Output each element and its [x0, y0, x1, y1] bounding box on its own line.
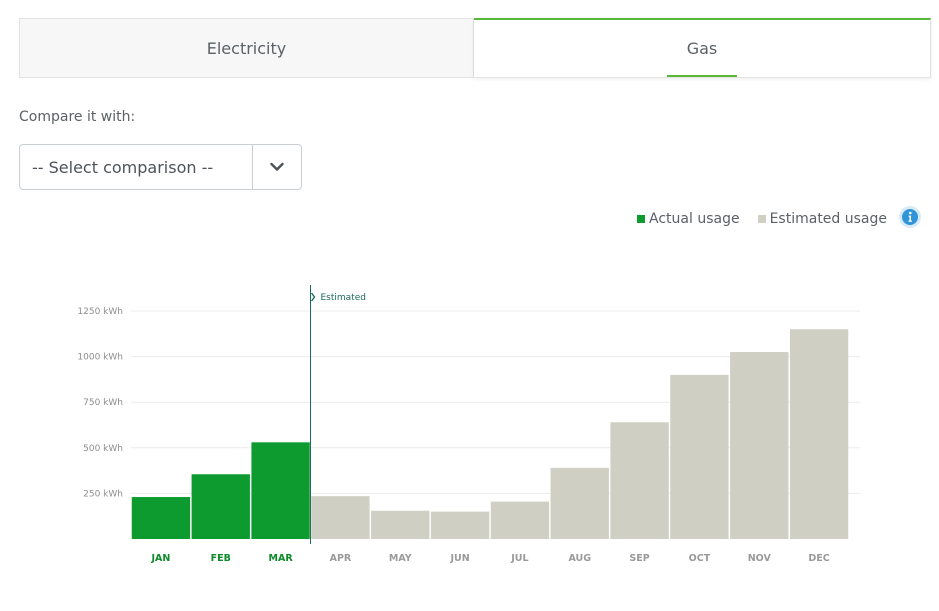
bar-sep	[610, 422, 669, 539]
x-tick-label: MAR	[269, 553, 294, 564]
legend-actual-label: Actual usage	[649, 211, 740, 227]
info-icon[interactable]	[898, 205, 922, 229]
bar-jan	[131, 497, 191, 539]
y-tick-label: 750 kWh	[83, 398, 123, 408]
tab-gas-label: Gas	[686, 39, 718, 58]
chart-legend: Actual usage Estimated usage	[619, 208, 887, 230]
bar-oct	[670, 374, 729, 539]
utility-tabs: Electricity Gas	[19, 18, 931, 78]
bar-dec	[789, 329, 849, 539]
x-tick-label: MAY	[389, 553, 412, 564]
x-tick-label: OCT	[689, 553, 711, 564]
legend-actual: Actual usage	[637, 211, 740, 227]
tab-gas[interactable]: Gas	[474, 18, 931, 78]
x-tick-label: AUG	[568, 553, 591, 564]
y-tick-label: 1250 kWh	[77, 307, 123, 317]
x-tick-label: JAN	[150, 553, 170, 564]
comparison-select[interactable]: -- Select comparison --	[19, 144, 302, 190]
bar-jun	[430, 511, 490, 539]
active-tab-indicator	[667, 75, 737, 77]
x-tick-label: JUN	[449, 553, 469, 564]
legend-estimated-swatch	[757, 215, 766, 223]
y-tick-label: 250 kWh	[83, 489, 123, 499]
legend-estimated: Estimated usage	[757, 211, 887, 227]
x-tick-label: FEB	[211, 553, 231, 564]
bar-apr	[311, 496, 370, 539]
x-tick-label: DEC	[808, 553, 829, 564]
x-tick-label: NOV	[748, 553, 772, 564]
y-tick-label: 1000 kWh	[77, 353, 123, 363]
comparison-dropdown-button[interactable]	[252, 145, 301, 189]
comparison-select-value: -- Select comparison --	[32, 157, 214, 177]
estimated-marker-label: Estimated	[321, 293, 366, 303]
bar-nov	[730, 352, 789, 539]
bar-may	[371, 510, 430, 539]
y-tick-label: 500 kWh	[83, 444, 123, 454]
legend-actual-swatch	[637, 215, 646, 223]
tab-electricity-label: Electricity	[206, 38, 287, 58]
bar-feb	[191, 474, 250, 539]
bar-aug	[550, 467, 609, 539]
estimated-marker-arrow	[310, 292, 316, 302]
x-tick-label: SEP	[629, 553, 649, 564]
x-tick-label: JUL	[510, 553, 528, 564]
x-tick-label: APR	[330, 553, 352, 564]
legend-estimated-label: Estimated usage	[769, 211, 887, 227]
compare-label: Compare it with:	[19, 109, 136, 125]
bar-mar	[251, 442, 310, 539]
bar-jul	[490, 501, 550, 539]
tab-electricity[interactable]: Electricity	[19, 18, 474, 78]
chevron-down-icon	[270, 162, 284, 171]
